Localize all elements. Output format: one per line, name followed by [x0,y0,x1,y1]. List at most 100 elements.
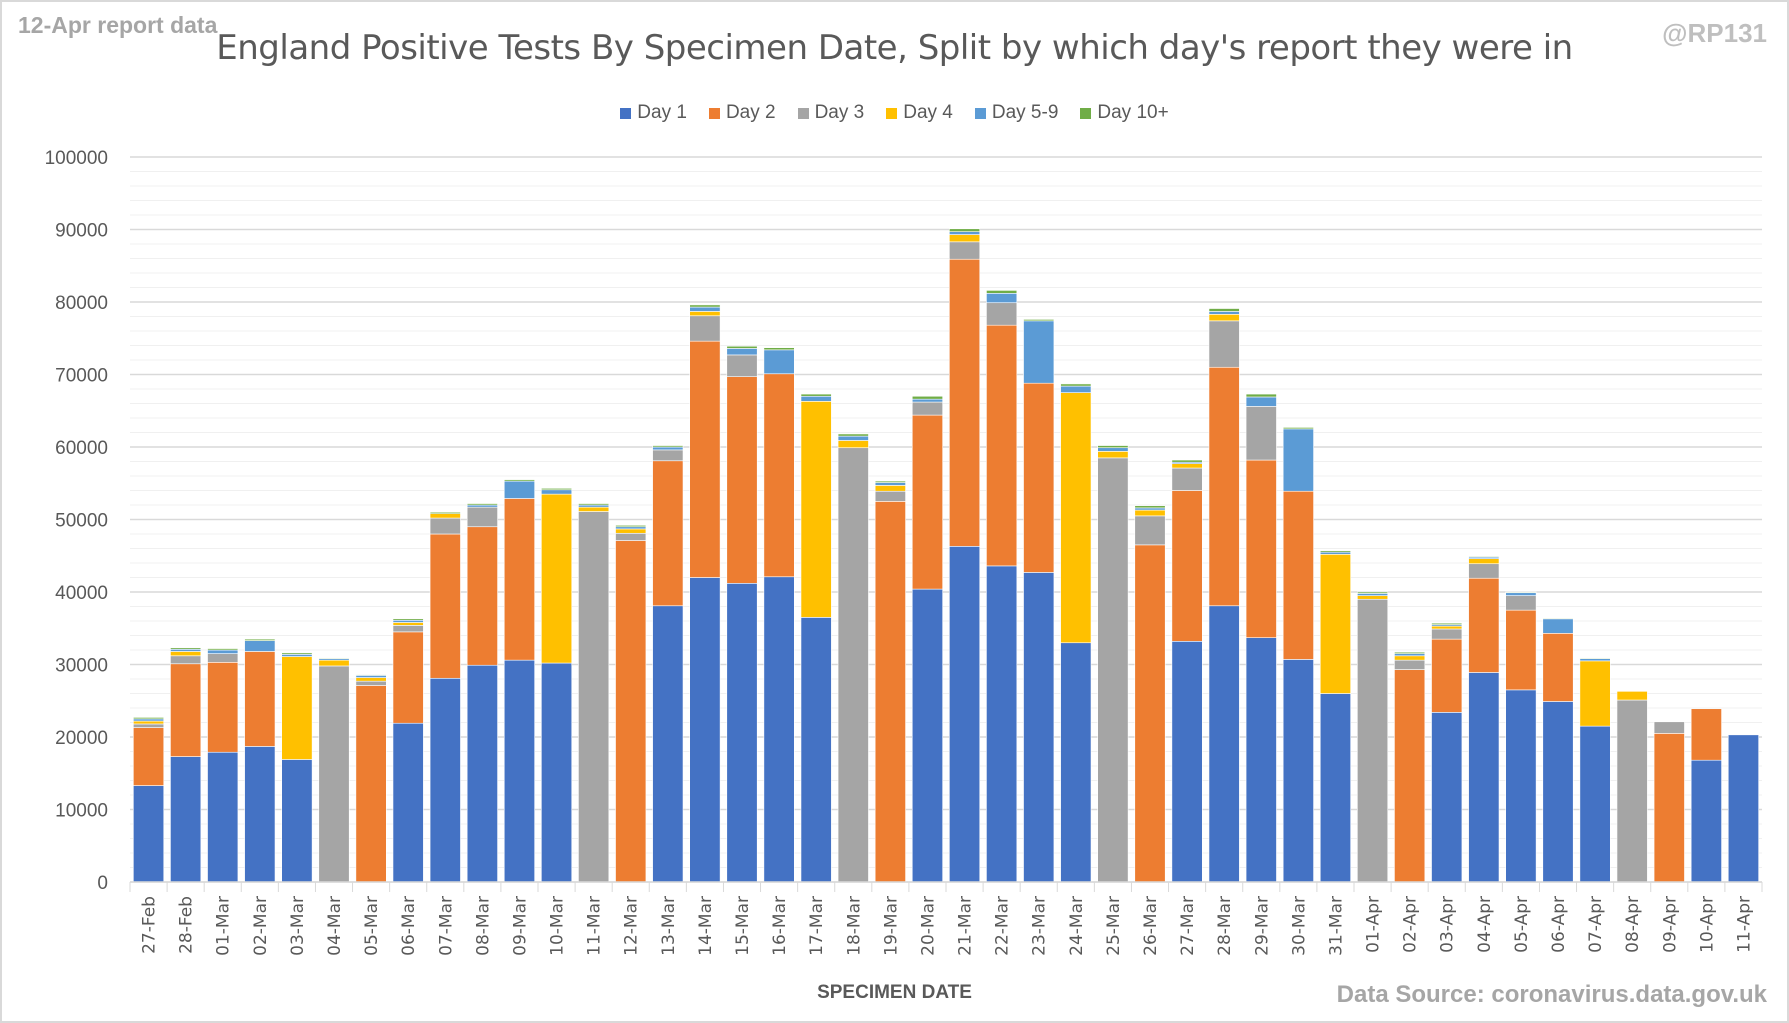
bar-segment-day-3 [1431,628,1463,640]
bar-segment-day-2 [1245,459,1277,638]
bar-segment-day-1 [949,546,981,883]
bar-segment-day-5-9 [207,649,239,654]
bar-segment-day-1 [1542,701,1574,883]
x-tick-label: 22-Mar [993,896,1013,956]
bar-segment-day-10- [911,395,943,400]
legend-swatch [708,107,720,119]
bar-segment-day-10- [652,445,684,448]
bar-segment-day-3 [578,511,610,883]
x-tick-label: 11-Apr [1734,896,1754,953]
bar-segment-day-3 [1245,406,1277,461]
x-tick-label: 01-Mar [214,896,234,956]
bar-segment-day-10- [986,290,1018,294]
bar-segment-day-4 [1208,314,1240,322]
bar-segment-day-1 [911,588,943,883]
x-tick-label: 24-Mar [1067,896,1087,956]
x-tick-label: 02-Mar [251,896,271,956]
chart-title: England Positive Tests By Specimen Date,… [216,28,1573,68]
x-tick-label: 05-Apr [1512,896,1532,953]
legend-item: Day 3 [797,102,865,124]
x-tick-label: 07-Apr [1586,896,1606,953]
bar-segment-day-5-9 [503,480,535,499]
bar-segment-day-4 [1171,463,1203,469]
bar-segment-day-10- [763,347,795,351]
bar-segment-day-10- [355,674,387,676]
x-tick-label: 10-Apr [1697,896,1717,953]
bar-segment-day-10- [318,657,350,659]
bar-segment-day-1 [133,785,165,883]
bar-segment-day-4 [429,513,461,519]
bar-segment-day-10- [207,648,239,651]
bar-segment-day-4 [1394,655,1426,661]
bar-segment-day-3 [1357,598,1389,883]
bar-segment-day-4 [874,485,906,492]
bar-segment-day-10- [1579,657,1611,659]
bar-segment-day-4 [1357,595,1389,600]
bar-segment-day-10- [466,503,498,506]
bar-segment-day-10- [726,345,758,349]
bar-segment-day-3 [874,490,906,502]
bar-segment-day-1 [1468,672,1500,883]
bar-segment-day-1 [1431,712,1463,883]
bar-segment-day-5-9 [763,349,795,375]
bar-segment-day-1 [1245,637,1277,883]
x-tick-label: 21-Mar [956,896,976,956]
legend-swatch [797,107,809,119]
x-tick-label: 20-Mar [918,896,938,956]
bar-segment-day-4 [1134,509,1166,517]
legend-label: Day 10+ [1097,102,1169,123]
y-tick-label: 0 [97,873,108,894]
bar-segment-day-3 [466,506,498,528]
bar-segment-day-5-9 [1097,447,1129,452]
bar-segment-day-10- [1431,622,1463,625]
y-tick-label: 50000 [55,511,108,532]
bar-segment-day-4 [1616,691,1648,701]
bar-segment-day-2 [874,501,906,883]
bar-segment-day-4 [1431,625,1463,630]
bar-segment-day-3 [615,532,647,541]
bar-segment-day-5-9 [726,348,758,356]
bar-segment-day-3 [1505,595,1537,611]
bar-segment-day-1 [503,659,535,883]
bar-segment-day-10- [1245,393,1277,398]
bar-segment-day-10- [392,618,424,621]
legend-label: Day 5-9 [991,102,1059,123]
bar-segment-day-2 [949,258,981,547]
legend-label: Day 3 [814,102,865,123]
bar-segment-day-2 [1505,609,1537,691]
bar-segment-day-5-9 [1394,653,1426,657]
x-tick-label: 15-Mar [733,896,753,956]
x-tick-label: 09-Mar [510,896,530,956]
x-tick-label: 09-Apr [1660,896,1680,953]
x-tick-label: 30-Mar [1289,896,1309,956]
bar-segment-day-4 [578,506,610,512]
bar-segment-day-3 [1097,457,1129,883]
y-tick-label: 80000 [55,293,108,314]
legend-swatch [974,107,986,119]
bar-segment-day-2 [170,663,202,757]
bar-segment-day-5-9 [170,648,202,652]
bar-segment-day-3 [986,302,1018,326]
bar-segment-day-10- [615,524,647,528]
report-label: 12-Apr report data [18,12,218,38]
bar-segment-day-5-9 [133,718,165,722]
bar-segment-day-4 [1319,553,1351,694]
x-tick-label: 25-Mar [1104,896,1124,956]
bar-segment-day-10- [244,638,276,641]
bar-segment-day-1 [1690,759,1722,883]
bar-segment-day-1 [1319,693,1351,883]
bar-segment-day-10- [1097,445,1129,449]
bar-segment-day-5-9 [1505,592,1537,596]
x-tick-label: 27-Feb [140,896,160,954]
bar-segment-day-2 [1134,544,1166,883]
bar-segment-day-1 [466,664,498,883]
bar-segment-day-10- [874,480,906,483]
bar-segment-day-10- [689,304,721,308]
legend-item: Day 5-9 [974,102,1059,124]
bar-segment-day-1 [986,565,1018,883]
x-tick-label: 08-Apr [1623,896,1643,953]
x-tick-label: 05-Mar [362,896,382,956]
x-tick-label: 03-Mar [288,896,308,956]
bar-segment-day-5-9 [874,482,906,486]
bar-segment-day-2 [1653,733,1685,883]
